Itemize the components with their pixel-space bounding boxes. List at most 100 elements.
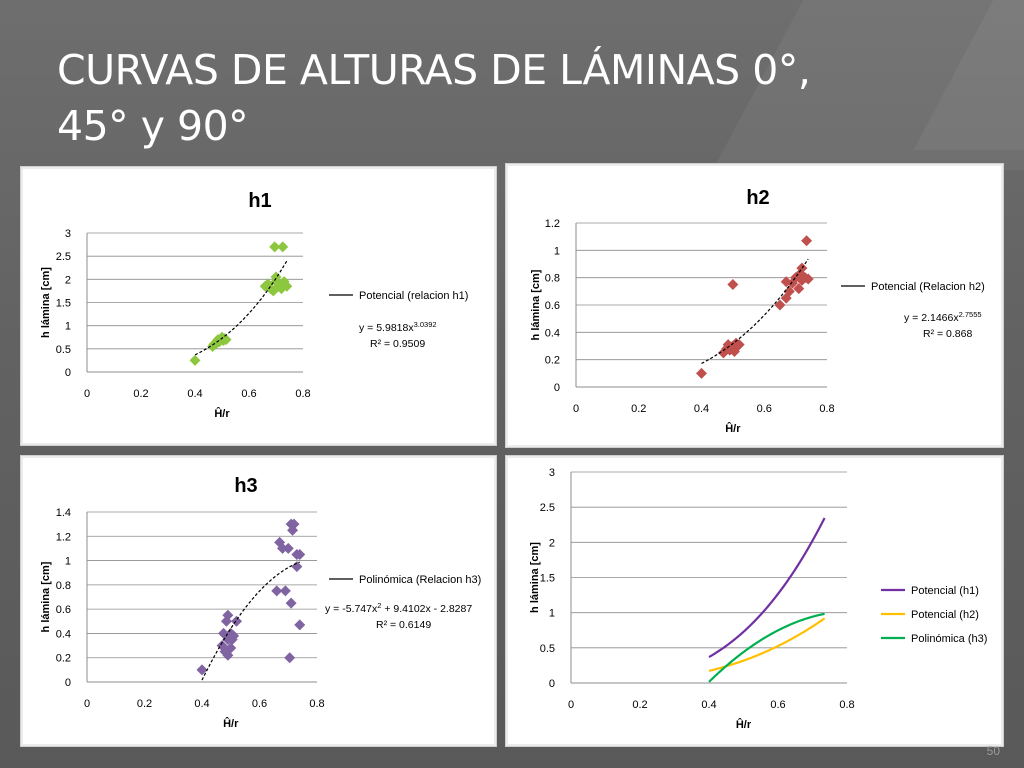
data-point xyxy=(222,649,234,661)
x-tick-label: 0.2 xyxy=(133,388,148,400)
data-point xyxy=(225,642,237,654)
x-tick-label: 0.2 xyxy=(632,699,647,711)
data-point xyxy=(722,339,734,351)
chart-h1: 0 0.5 1 1.5 2 2.5 3 0 0.2 0.4 0.6 0.8 h1 Ĥ/r h lámina … xyxy=(40,190,468,420)
y-tick-label: 0.5 xyxy=(540,643,555,655)
x-tick-label: 0.6 xyxy=(252,698,267,710)
data-point xyxy=(284,652,296,664)
x-axis-label: Ĥ/r xyxy=(725,422,741,435)
legend-label: Polinómica (h3) xyxy=(911,633,987,645)
y-tick-label: 3 xyxy=(65,228,71,240)
data-point xyxy=(294,619,306,631)
trendline-equation: y = 5.9818x3.0392 xyxy=(359,320,437,334)
data-point xyxy=(796,274,808,286)
chart-panel-h3: 0 0.2 0.4 0.6 0.8 1 1.2 1.4 0 0.2 0.4 0.6 0.8 h3 Ĥ/r h … xyxy=(20,455,497,747)
y-tick-label: 0.6 xyxy=(545,300,560,312)
data-point xyxy=(796,262,808,274)
series-line xyxy=(708,517,826,658)
data-point xyxy=(279,585,291,597)
data-point xyxy=(277,241,289,253)
data-point xyxy=(780,276,792,288)
x-tick-label: 0 xyxy=(84,698,90,710)
data-point xyxy=(269,241,281,253)
legend-label: Polinómica (Relacion h3) xyxy=(359,574,481,586)
data-point xyxy=(220,615,232,627)
trendline-equation: y = -5.747x2 + 9.4102x - 2.8287 xyxy=(325,601,472,615)
y-tick-label: 0 xyxy=(65,677,71,689)
data-point xyxy=(277,542,288,554)
data-point xyxy=(262,278,274,290)
legend-label: Potencial (h2) xyxy=(911,609,979,621)
y-tick-label: 0.2 xyxy=(56,653,71,665)
data-point xyxy=(189,354,201,366)
data-point xyxy=(222,609,234,621)
chart-title: h2 xyxy=(746,187,769,209)
data-point xyxy=(717,347,729,359)
x-tick-label: 0.4 xyxy=(701,699,716,711)
data-point xyxy=(218,627,230,639)
y-axis-label: h lámina [cm] xyxy=(40,267,52,338)
data-point xyxy=(285,597,297,609)
y-tick-label: 1 xyxy=(65,321,71,333)
data-point xyxy=(801,235,813,247)
legend-label: Potencial (relacion h1) xyxy=(359,290,468,302)
r-squared-label: R² = 0.9509 xyxy=(370,338,425,350)
x-axis-label: Ĥ/r xyxy=(214,407,230,420)
trendline xyxy=(194,260,288,356)
data-point xyxy=(783,285,795,297)
slide-title-line-1: CURVAS DE ALTURAS DE LÁMINAS 0°, xyxy=(57,46,811,94)
data-point xyxy=(196,664,208,676)
y-tick-label: 1 xyxy=(554,245,560,257)
r-squared-label: R² = 0.868 xyxy=(923,328,972,340)
x-tick-label: 0.8 xyxy=(839,699,854,711)
data-point xyxy=(282,542,294,554)
legend-label: Potencial (Relacion h2) xyxy=(871,281,985,293)
y-tick-label: 0.8 xyxy=(56,580,71,592)
x-tick-label: 0.8 xyxy=(309,698,324,710)
y-tick-label: 0.2 xyxy=(545,355,560,367)
x-tick-label: 0 xyxy=(568,699,574,711)
x-tick-label: 0.4 xyxy=(194,698,209,710)
y-tick-label: 1.5 xyxy=(540,573,555,585)
y-tick-label: 1.2 xyxy=(56,531,71,543)
y-tick-label: 0.5 xyxy=(56,344,71,356)
x-tick-label: 0.6 xyxy=(757,403,772,415)
data-point xyxy=(802,273,814,285)
slide-title-line-2: 45° y 90° xyxy=(57,102,249,150)
y-tick-label: 2 xyxy=(549,537,555,549)
y-tick-label: 0 xyxy=(65,367,71,379)
y-tick-label: 0.4 xyxy=(56,628,71,640)
y-tick-label: 1.2 xyxy=(545,218,560,230)
y-tick-label: 0.8 xyxy=(545,273,560,285)
data-point xyxy=(270,271,282,283)
chart-h2: 0 0.2 0.4 0.6 0.8 1 1.2 0 0.2 0.4 0.6 0.8 h2 Ĥ/r h lám… xyxy=(530,187,985,435)
data-point xyxy=(727,279,739,290)
x-axis-label: Ĥ/r xyxy=(223,717,239,730)
trendline-equation: y = 2.1466x2.7555 xyxy=(904,310,982,324)
page-number: 50 xyxy=(986,744,1000,758)
data-point xyxy=(733,339,745,351)
data-point xyxy=(291,561,303,573)
chart-h3: 0 0.2 0.4 0.6 0.8 1 1.2 1.4 0 0.2 0.4 0.6 0.8 h3 Ĥ/r h … xyxy=(40,475,481,730)
y-axis-label: h lámina [cm] xyxy=(530,269,542,340)
data-point xyxy=(271,585,283,597)
chart-title: h1 xyxy=(248,190,271,212)
y-tick-label: 2 xyxy=(65,274,71,286)
data-point xyxy=(696,367,707,379)
y-tick-label: 1 xyxy=(549,608,555,620)
y-tick-label: 0 xyxy=(554,382,560,394)
y-tick-label: 2.5 xyxy=(540,502,555,514)
y-tick-label: 1 xyxy=(65,556,71,568)
y-tick-label: 3 xyxy=(549,467,555,479)
data-point xyxy=(774,299,786,311)
y-axis-label: h lámina [cm] xyxy=(529,542,541,613)
x-tick-label: 0.4 xyxy=(694,403,709,415)
data-point xyxy=(228,630,240,642)
chart-panel-h2: 0 0.2 0.4 0.6 0.8 1 1.2 0 0.2 0.4 0.6 0.8 h2 Ĥ/r h lám… xyxy=(505,163,1004,448)
data-point xyxy=(294,549,306,560)
x-tick-label: 0.8 xyxy=(295,388,310,400)
data-point xyxy=(231,615,242,627)
data-point xyxy=(281,280,293,292)
slide-title: CURVAS DE ALTURAS DE LÁMINAS 0°, 45° y 9… xyxy=(57,42,957,154)
legend-label: Potencial (h1) xyxy=(911,585,979,597)
